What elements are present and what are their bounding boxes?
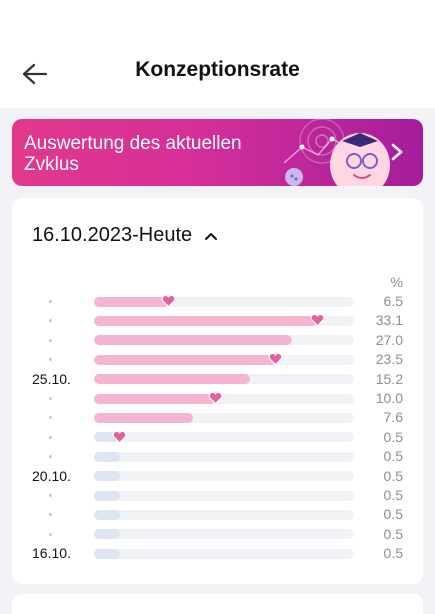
rate-row: 7.6: [12, 408, 423, 427]
cycle-evaluation-banner[interactable]: Auswertung des aktuellen Zvklus: [12, 119, 423, 186]
row-dot: [49, 416, 52, 420]
rate-row: 23.5: [12, 350, 423, 369]
rate-value: 23.5: [375, 351, 403, 368]
rate-row: 10.0: [12, 389, 423, 408]
bar-fill: [94, 529, 120, 540]
rate-row: 0.5: [12, 505, 423, 524]
row-dot: [49, 532, 52, 536]
bar-fill: [94, 451, 120, 462]
bar-track: [94, 509, 354, 520]
row-dot: [49, 513, 52, 517]
heart-icon: [310, 314, 325, 327]
bar-fill: [94, 296, 169, 307]
bar-track: [94, 296, 354, 307]
rate-row: 33.1: [12, 311, 423, 330]
rate-row: 25.10. 15.2: [12, 370, 423, 389]
rate-value: 27.0: [375, 331, 403, 348]
bar-fill: [94, 471, 120, 482]
unit-label: %: [390, 274, 403, 290]
bar-track: [94, 548, 354, 559]
rate-value: 0.5: [383, 467, 403, 484]
date-range-toggle[interactable]: 16.10.2023-Heute: [32, 224, 218, 247]
rate-value: 0.5: [383, 545, 403, 562]
bar-fill: [94, 374, 250, 385]
conception-rate-card: 16.10.2023-Heute % 6.5 33.1 27.0 23.5 25.10.…: [12, 198, 423, 584]
bar-track: [94, 393, 354, 404]
bar-fill: [94, 509, 120, 520]
rate-value: 0.5: [383, 487, 403, 503]
heart-icon: [268, 352, 283, 366]
bar-track: [94, 432, 354, 443]
rate-value: 33.1: [375, 312, 403, 329]
bar-fill: [94, 393, 216, 404]
bar-track: [94, 412, 354, 423]
chevron-up-icon: [205, 232, 218, 240]
rate-value: 0.5: [383, 525, 403, 542]
rate-row: 6.5: [12, 292, 423, 311]
bar-fill: [94, 335, 292, 346]
bar-fill: [94, 315, 318, 326]
heart-icon: [208, 391, 223, 405]
row-dot: [49, 435, 52, 439]
rate-row: 20.10. 0.5: [12, 467, 423, 486]
chevron-right-icon: [391, 143, 403, 161]
bar-fill: [94, 548, 120, 559]
rate-row: 0.5: [12, 428, 423, 447]
bar-fill: [94, 354, 276, 365]
row-date-label: 16.10.: [32, 545, 71, 562]
row-date-label: 25.10.: [32, 370, 71, 387]
back-button[interactable]: [14, 54, 54, 94]
rate-value: 0.5: [383, 506, 403, 523]
bar-track: [94, 490, 354, 501]
bar-track: [94, 529, 354, 540]
row-dot: [49, 494, 52, 497]
row-date-label: 20.10.: [32, 467, 71, 484]
back-arrow-icon: [22, 63, 48, 85]
rate-value: 0.5: [383, 448, 403, 465]
rate-row: 0.5: [12, 447, 423, 466]
bar-fill: [94, 412, 193, 423]
date-range-label: 16.10.2023-Heute: [32, 224, 193, 246]
rate-row: 0.5: [12, 486, 423, 505]
bar-fill: [94, 432, 120, 443]
page-title: Konzeptionsrate: [135, 58, 300, 81]
row-dot: [49, 338, 52, 342]
smiling-egg-with-glasses-illustration: [283, 119, 390, 186]
row-dot: [49, 397, 52, 400]
row-dot: [49, 300, 52, 303]
row-dot: [49, 455, 52, 459]
row-dot: [49, 358, 52, 362]
rate-row: 16.10. 0.5: [12, 544, 423, 563]
rate-value: 6.5: [383, 293, 403, 309]
rate-value: 15.2: [375, 370, 403, 387]
heart-icon: [161, 294, 176, 308]
bar-track: [94, 471, 354, 482]
rate-value: 10.0: [375, 390, 403, 406]
rate-value: 0.5: [383, 428, 403, 445]
bar-fill: [94, 490, 120, 501]
app-header: Konzeptionsrate: [0, 0, 435, 108]
rate-row: 0.5: [12, 525, 423, 544]
banner-text: Auswertung des aktuellen Zvklus: [24, 133, 242, 175]
heart-icon: [112, 430, 127, 444]
bar-track: [94, 451, 354, 462]
rate-row: 27.0: [12, 331, 423, 350]
row-dot: [49, 319, 52, 323]
rate-value: 7.6: [383, 409, 403, 426]
next-card: [12, 594, 423, 614]
